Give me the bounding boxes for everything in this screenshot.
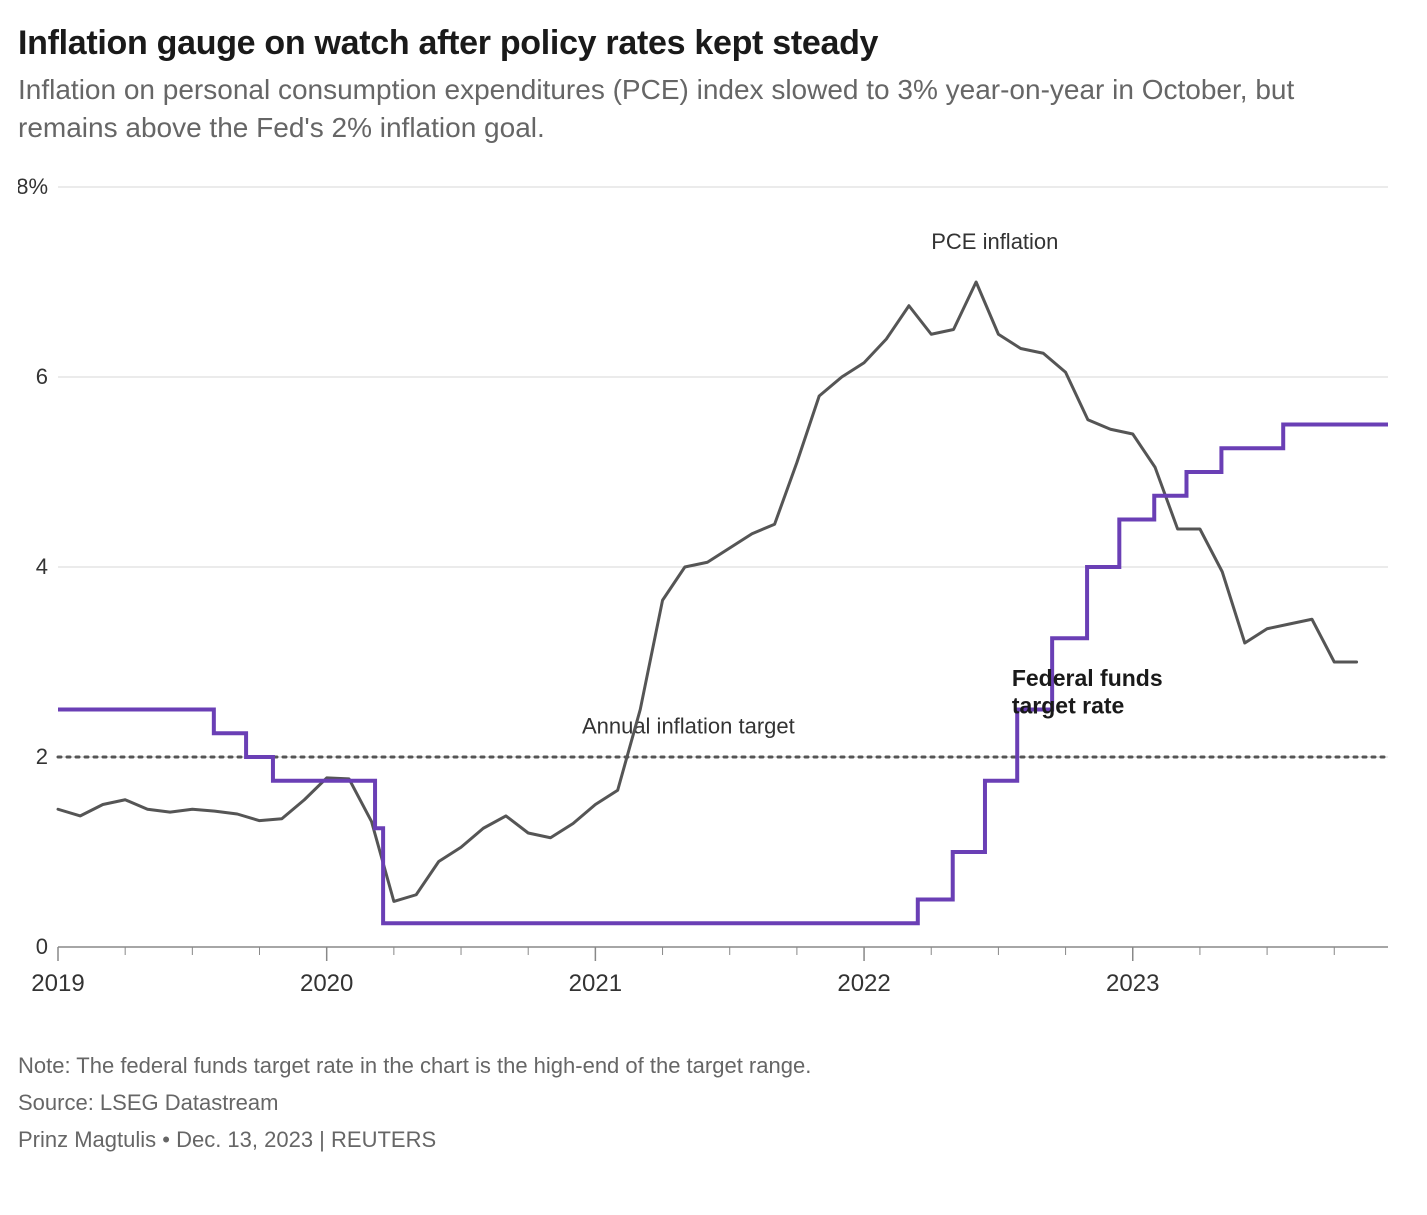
- x-tick-label: 2020: [300, 970, 353, 997]
- x-tick-label: 2019: [31, 970, 84, 997]
- pce-label: PCE inflation: [931, 228, 1058, 253]
- chart-container: Inflation gauge on watch after policy ra…: [0, 0, 1427, 1215]
- fed-funds-line: [58, 424, 1388, 923]
- chart-footer: Note: The federal funds target rate in t…: [18, 1047, 1409, 1159]
- footer-byline: Prinz Magtulis • Dec. 13, 2023 | REUTERS: [18, 1121, 1409, 1158]
- y-tick-label: 2: [36, 744, 48, 769]
- chart-subtitle: Inflation on personal consumption expend…: [18, 71, 1378, 147]
- y-tick-label: 6: [36, 364, 48, 389]
- fed-funds-label: Federal fundstarget rate: [1012, 664, 1163, 718]
- chart-title: Inflation gauge on watch after policy ra…: [18, 24, 1409, 63]
- pce-line: [58, 282, 1357, 901]
- footer-note: Note: The federal funds target rate in t…: [18, 1047, 1409, 1084]
- chart-plot-area: 0 2 4 6 8% 2019 2020 2021 2022 2023 Annual inflati…: [18, 167, 1398, 1017]
- x-tick-label: 2022: [837, 970, 890, 997]
- x-tick-label: 2021: [569, 970, 622, 997]
- y-tick-label: 0: [36, 934, 48, 959]
- x-tick-label: 2023: [1106, 970, 1159, 997]
- footer-source: Source: LSEG Datastream: [18, 1084, 1409, 1121]
- chart-svg: 0 2 4 6 8% 2019 2020 2021 2022 2023 Annual inflati…: [18, 167, 1398, 1017]
- y-tick-label: 4: [36, 554, 48, 579]
- target-line-label: Annual inflation target: [582, 713, 795, 738]
- y-tick-label: 8%: [18, 174, 48, 199]
